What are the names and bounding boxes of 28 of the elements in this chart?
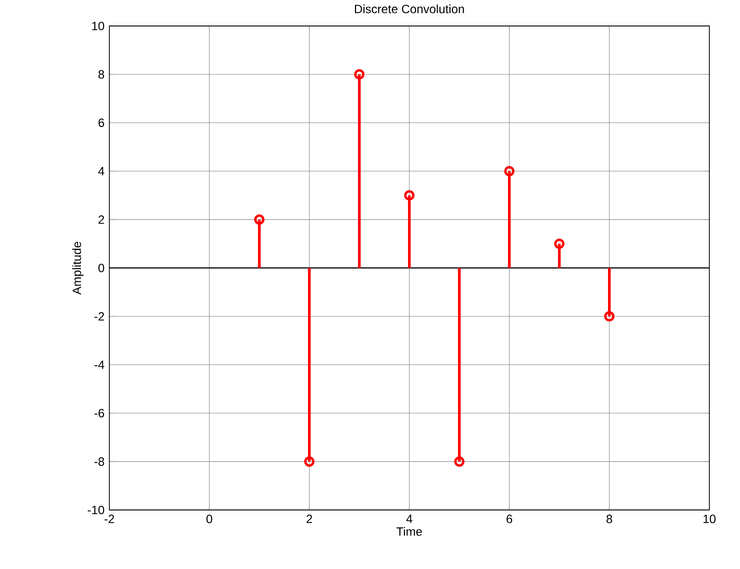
point — [554, 238, 565, 250]
x-tick-label: 0 — [206, 514, 212, 524]
y-tick-label: 10 — [92, 22, 104, 30]
y-tick-label: 2 — [98, 216, 104, 224]
x-tick-label: -2 — [104, 514, 114, 524]
point — [304, 456, 315, 467]
point — [404, 190, 415, 201]
x-tick-label: 2 — [306, 514, 312, 524]
y-tick-label: -6 — [94, 409, 104, 418]
y-tick-label: -2 — [94, 312, 104, 321]
point — [504, 166, 515, 177]
y-axis-title: Amplitude — [72, 242, 84, 295]
y-tick-label: -4 — [94, 360, 104, 370]
y-tick-label: 4 — [98, 167, 104, 176]
point — [254, 214, 265, 225]
chart-title: Discrete Convolution — [354, 4, 464, 14]
x-tick-label: 4 — [406, 514, 412, 524]
y-tick-label: 0 — [98, 264, 104, 272]
x-tick-label: 10 — [704, 514, 716, 524]
y-tick-label: -8 — [94, 457, 104, 466]
x-tick-label: 6 — [506, 514, 512, 524]
y-tick-label: -10 — [88, 506, 104, 514]
y-tick-label: 8 — [98, 70, 104, 79]
point — [354, 69, 365, 80]
x-axis-title: Time — [396, 527, 422, 536]
x-tick-label: 8 — [606, 514, 612, 524]
point — [454, 456, 465, 467]
y-tick-label: 6 — [98, 118, 104, 128]
